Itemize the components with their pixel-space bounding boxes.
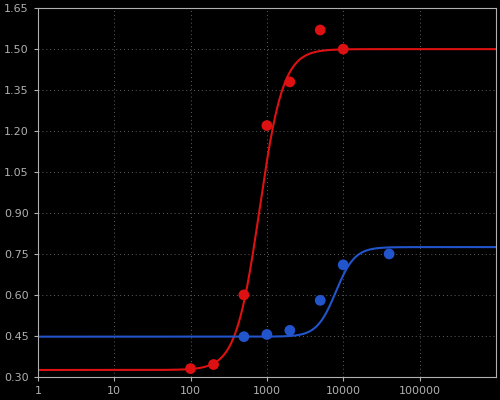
Point — [316, 297, 324, 304]
Point — [240, 334, 248, 340]
Point — [186, 366, 194, 372]
Point — [210, 361, 218, 368]
Point — [286, 327, 294, 334]
Point — [286, 79, 294, 85]
Point — [385, 251, 393, 257]
Point — [263, 122, 271, 129]
Point — [339, 262, 347, 268]
Point — [240, 292, 248, 298]
Point — [339, 46, 347, 52]
Point — [316, 27, 324, 33]
Point — [263, 331, 271, 338]
